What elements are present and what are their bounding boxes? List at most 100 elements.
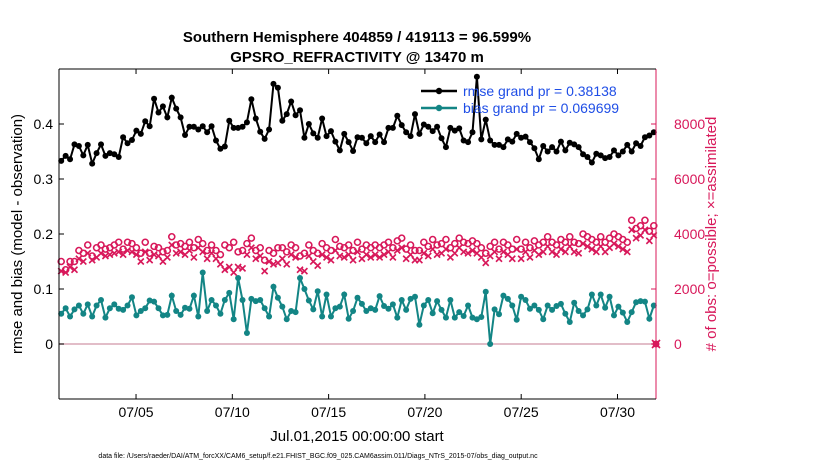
data-point [650,129,657,136]
obs-assimilated-point [389,253,397,261]
obs-possible-point [66,257,74,266]
obs-possible-point [521,238,530,247]
obs-assimilated-point [424,252,432,260]
data-point [473,73,480,80]
data-point [155,109,162,116]
data-point [566,319,573,325]
y-left-tick-label: 0 [45,336,53,352]
obs-possible-point [137,249,145,258]
obs-possible-point [269,249,278,258]
data-point [451,127,458,134]
data-point [283,111,290,118]
data-point [89,160,96,167]
obs-possible-point [119,245,127,253]
data-point [279,117,286,124]
data-point [120,134,127,141]
obs-possible-point [349,246,357,255]
data-point [274,84,281,91]
obs-possible-point [145,249,154,258]
y-axis-left-label: rmse and bias (model - observation) [9,114,26,354]
obs-assimilated-point [508,255,516,263]
data-point [297,275,304,281]
obs-possible-point [459,238,468,247]
data-point [195,313,202,320]
data-point [190,292,197,299]
obs-possible-point [172,241,180,249]
data-point [363,308,370,314]
data-point [407,133,414,140]
data-point [442,144,449,151]
data-point [641,298,648,305]
obs-assimilated-point [163,253,171,261]
data-point [557,300,564,307]
obs-possible-point [473,239,481,248]
data-point [553,303,560,310]
obs-possible-point [203,246,211,255]
data-point [137,130,144,137]
data-point [615,303,622,310]
obs-assimilated-point [380,251,388,259]
data-point [358,134,365,141]
data-point [438,306,445,313]
obs-possible-point [543,232,552,241]
chart-title: Southern Hemisphere 404859 / 419113 = 96… [183,29,531,46]
obs-assimilated-point [548,248,556,256]
data-point [151,95,158,102]
data-point [557,138,564,145]
data-point [274,294,281,301]
data-point [67,156,74,163]
data-point [257,297,264,303]
obs-possible-point [79,249,88,258]
data-point [93,302,100,309]
y-right-tick-label: 8000 [674,116,705,132]
data-point [451,314,458,321]
data-point [266,126,273,133]
obs-possible-point [389,243,397,252]
data-point [575,308,582,314]
data-point [509,138,516,145]
data-point [332,138,339,145]
obs-possible-point [212,246,220,255]
bias-series [58,269,657,347]
obs-assimilated-point [610,240,618,248]
obs-possible-point [565,232,574,241]
obs-possible-point [207,241,216,249]
data-point [398,122,405,129]
data-point [146,123,153,130]
data-point [646,132,653,139]
data-point [151,298,158,305]
obs-assimilated-point [349,256,357,264]
data-point [173,105,180,112]
data-point [637,298,644,305]
data-point [460,312,467,319]
data-point [283,316,290,323]
data-point [301,134,308,141]
obs-possible-point [495,245,503,253]
obs-assimilated-point [535,251,543,259]
data-point [98,141,105,148]
data-point [394,112,401,119]
data-point [553,148,560,155]
data-point [363,140,370,147]
data-point [133,127,140,134]
data-point [266,313,273,320]
data-point [447,297,454,303]
obs-possible-point [570,238,578,247]
data-point [411,111,418,118]
obs-possible-point [229,238,238,247]
obs-possible-point [605,234,614,242]
data-point [102,152,109,159]
data-point [602,304,609,311]
obs-assimilated-point [137,257,145,266]
data-point [491,306,498,313]
obs-possible-point [198,239,207,248]
data-point [124,140,131,147]
data-point [177,114,184,121]
data-point [226,117,233,124]
obs-possible-point [437,239,446,248]
obs-possible-point [225,243,234,252]
data-point [482,288,489,295]
data-point [75,302,82,309]
obs-possible-point [420,238,428,247]
